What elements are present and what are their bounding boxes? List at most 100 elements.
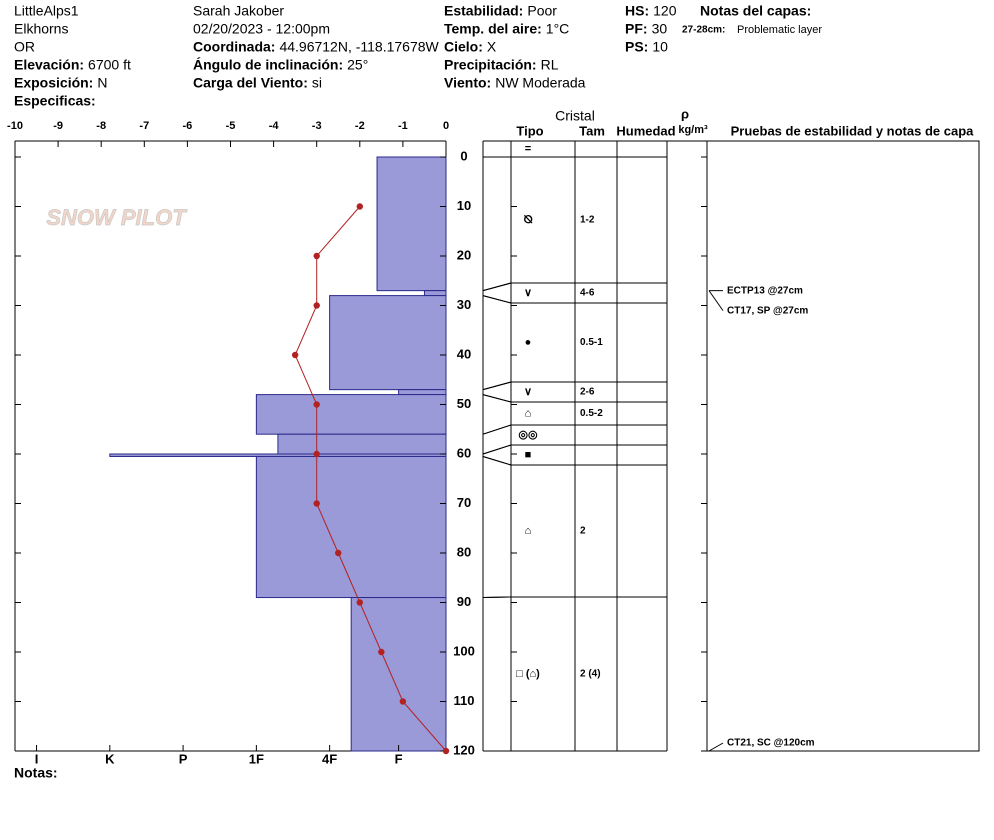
grain-type: ⌂	[525, 525, 532, 537]
field-label: Temp. del aire:	[444, 21, 542, 37]
layer-connector	[482, 455, 512, 466]
grain-size: 2	[580, 526, 586, 537]
y-tick-label: 40	[457, 346, 471, 361]
field-label: Precipitación:	[444, 57, 537, 73]
hardness-bar	[423, 290, 447, 297]
layer-notes-title: Notas del capas:	[700, 3, 811, 19]
temperature-point	[356, 203, 363, 210]
field-label: Especificas:	[14, 93, 96, 109]
hardness-bar	[255, 455, 447, 599]
col-header: Tam	[579, 123, 605, 138]
layer-connector	[482, 596, 512, 599]
temperature-point	[313, 252, 320, 260]
grain-type: ∨	[524, 386, 532, 398]
y-tick-label: 70	[457, 495, 471, 510]
y-tick-label: 110	[454, 693, 475, 708]
hardness-bar	[329, 295, 447, 391]
hardness-tick-label: I	[35, 751, 39, 766]
y-tick-label: 60	[457, 445, 471, 460]
field-label: Coordinada:	[193, 39, 275, 55]
col-header: Tipo	[516, 123, 543, 138]
col-header: Pruebas de estabilidad y notas de capa	[731, 123, 975, 138]
field-label: Exposición:	[14, 75, 93, 91]
x-tick-label: -5	[226, 120, 236, 132]
temperature-point	[442, 747, 450, 755]
layer-connector	[482, 381, 512, 391]
temperature-point	[335, 549, 342, 557]
x-tick-label: -10	[7, 120, 23, 132]
grain-size: 0.5-2	[580, 408, 603, 419]
grain-size: 1-2	[580, 215, 595, 226]
layer-connector	[482, 282, 512, 292]
temperature-point	[313, 500, 320, 507]
field-value: Sarah Jakober	[193, 3, 284, 19]
field-label: Viento:	[444, 75, 491, 91]
grain-type: ◎◎	[518, 429, 538, 441]
field-label: PF:	[625, 21, 648, 37]
temperature-point	[399, 698, 407, 705]
field-value: 44.96712N, -118.17678W	[279, 39, 439, 55]
layer-connector	[482, 394, 512, 403]
layer-connector	[482, 295, 512, 304]
field-value: 1°C	[546, 21, 570, 37]
field-value: 120	[653, 3, 677, 19]
temperature-line	[294, 206, 447, 752]
y-tick-label: 30	[457, 297, 471, 312]
x-tick-label: -2	[355, 120, 365, 132]
field-label: Carga del Viento:	[193, 75, 308, 91]
x-tick-label: -7	[139, 120, 149, 132]
hardness-tick-label: P	[179, 751, 188, 766]
temperature-point	[291, 351, 299, 359]
grain-type: ●	[525, 336, 532, 348]
field-value: 02/20/2023 - 12:00pm	[193, 21, 330, 37]
hardness-tick-label: 1F	[249, 751, 264, 766]
field-value: 6700 ft	[88, 57, 131, 73]
y-tick-label: 50	[457, 396, 471, 411]
grain-type: □ (⌂)	[516, 668, 540, 680]
field-label: PS:	[625, 39, 648, 55]
y-tick-label: 10	[457, 198, 471, 213]
field-value: N	[97, 75, 107, 91]
x-tick-label: -8	[96, 120, 106, 132]
field-value: 30	[652, 21, 668, 37]
grain-size: 2-6	[580, 387, 595, 398]
layer-note-label: 27-28cm:	[682, 25, 725, 36]
temperature-point	[356, 599, 363, 606]
layer-connector	[482, 444, 512, 455]
hardness-bar	[376, 156, 447, 292]
hardness-tick-label: K	[105, 751, 115, 766]
y-tick-label: 100	[453, 643, 475, 658]
col-header: ρ	[681, 106, 689, 121]
grain-size: 2 (4)	[580, 669, 601, 680]
field-value: 10	[652, 39, 668, 55]
y-tick-label: 90	[457, 594, 471, 609]
x-tick-label: -3	[312, 120, 322, 132]
layer-connector	[482, 424, 512, 435]
test-label: ECTP13 @27cm	[727, 285, 803, 296]
x-tick-label: -4	[269, 120, 280, 132]
test-label: CT17, SP @27cm	[727, 305, 808, 316]
hardness-bar	[398, 389, 447, 396]
field-value: Poor	[527, 3, 557, 19]
y-tick-label: 120	[453, 742, 475, 757]
col-header: Cristal	[555, 108, 595, 124]
x-tick-label: -6	[183, 120, 193, 132]
grain-type: ⌂	[525, 407, 532, 419]
grain-type: ∨	[524, 287, 532, 299]
field-value: si	[312, 75, 322, 91]
grain-type: ■	[525, 449, 532, 461]
hardness-bar	[350, 597, 447, 752]
field-value: LittleAlps1	[14, 3, 79, 19]
field-value: OR	[14, 39, 35, 55]
col-header: kg/m³	[678, 124, 708, 136]
field-value: NW Moderada	[495, 75, 585, 91]
notes-label: Notas:	[14, 765, 58, 781]
temperature-point	[313, 401, 320, 408]
y-tick-label: 0	[460, 148, 467, 163]
field-label: Cielo:	[444, 39, 483, 55]
x-tick-label: -1	[398, 120, 408, 132]
field-label: HS:	[625, 3, 649, 19]
field-label: Ángulo de inclinación:	[193, 57, 343, 73]
field-value: X	[487, 39, 497, 55]
